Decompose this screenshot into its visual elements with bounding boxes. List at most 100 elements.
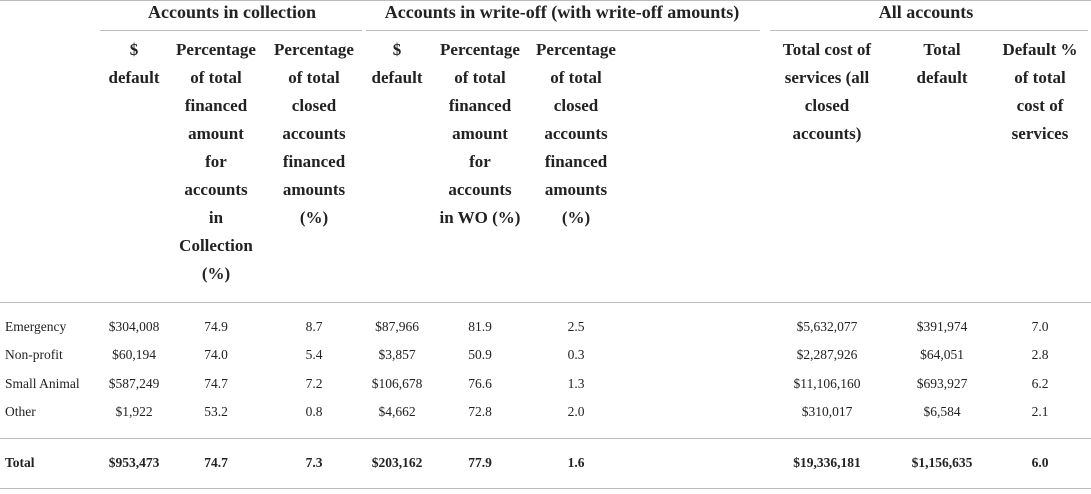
cell: $4,662: [378, 404, 416, 419]
column-header: of total: [550, 68, 602, 87]
column-header: amounts: [282, 180, 346, 199]
cell: $203,162: [371, 455, 423, 470]
column-header: default: [108, 68, 160, 87]
cell: $1,922: [115, 404, 153, 419]
cell: 7.3: [305, 455, 323, 470]
column-header: (%): [201, 264, 231, 283]
column-header: of total: [454, 68, 506, 87]
column-header: amount: [188, 124, 244, 143]
column-header: of total: [190, 68, 242, 87]
rule: [770, 30, 1088, 31]
column-header: financed: [282, 152, 346, 171]
column-header: of total: [288, 68, 340, 87]
rule: [0, 0, 1091, 1]
rule: [100, 30, 362, 31]
column-header: accounts: [282, 124, 346, 143]
column-header: Total: [923, 40, 961, 59]
cell: $310,017: [801, 404, 853, 419]
column-header: (%): [299, 208, 329, 227]
column-header: accounts): [792, 124, 862, 143]
cell: 72.8: [468, 404, 492, 419]
cell: $11,106,160: [793, 376, 861, 391]
column-header: of total: [1014, 68, 1066, 87]
cell: 8.7: [305, 319, 323, 334]
cell: 2.8: [1031, 347, 1049, 362]
cell: 7.0: [1031, 319, 1049, 334]
row-label: Non-profit: [5, 347, 63, 362]
column-header: Percentage: [274, 40, 354, 59]
cell: 0.3: [567, 347, 585, 362]
cell: 81.9: [468, 319, 492, 334]
column-header: financed: [448, 96, 512, 115]
cell: 50.9: [468, 347, 492, 362]
column-header: accounts: [448, 180, 512, 199]
group-header: Accounts in write-off (with write-off am…: [384, 2, 740, 22]
cell: 76.6: [468, 376, 492, 391]
cell: $5,632,077: [796, 319, 858, 334]
cell: $953,473: [108, 455, 160, 470]
cell: $6,584: [923, 404, 961, 419]
column-header: for: [469, 152, 491, 171]
cell: 7.2: [305, 376, 323, 391]
row-label: Emergency: [5, 319, 67, 334]
column-header: (%): [561, 208, 591, 227]
cell: 74.0: [204, 347, 228, 362]
column-header: cost of: [1016, 96, 1064, 115]
cell: $60,194: [112, 347, 156, 362]
cell: 1.6: [567, 455, 585, 470]
column-header: services: [1011, 124, 1069, 143]
column-header: Default %: [1002, 40, 1078, 59]
cell: $64,051: [920, 347, 964, 362]
column-header: in: [208, 208, 224, 227]
cell: $587,249: [108, 376, 160, 391]
cell: 5.4: [305, 347, 323, 362]
cell: $304,008: [108, 319, 160, 334]
cell: 6.2: [1031, 376, 1049, 391]
cell: $1,156,635: [911, 455, 973, 470]
column-header: Percentage: [536, 40, 616, 59]
cell: 2.1: [1031, 404, 1049, 419]
cell: 53.2: [204, 404, 228, 419]
cell: 77.9: [468, 455, 492, 470]
cell: $2,287,926: [796, 347, 858, 362]
column-header: for: [205, 152, 227, 171]
column-header: default: [371, 68, 423, 87]
rule: [0, 438, 1091, 439]
cell: $693,927: [916, 376, 968, 391]
column-header: closed: [553, 96, 599, 115]
row-label: Total: [5, 455, 35, 470]
cell: 2.5: [567, 319, 585, 334]
column-header: amounts: [544, 180, 608, 199]
column-header: $: [129, 40, 139, 59]
column-header: financed: [184, 96, 248, 115]
row-label: Other: [5, 404, 36, 419]
cell: $19,336,181: [793, 455, 861, 470]
column-header: closed: [291, 96, 337, 115]
cell: 74.7: [204, 455, 228, 470]
cell: 0.8: [305, 404, 323, 419]
rule: [0, 302, 1091, 303]
column-header: Total cost of: [782, 40, 872, 59]
column-header: services (all: [784, 68, 870, 87]
column-header: $: [392, 40, 402, 59]
group-header: All accounts: [878, 2, 974, 22]
cell: 6.0: [1031, 455, 1049, 470]
cell: 2.0: [567, 404, 585, 419]
column-header: closed: [804, 96, 850, 115]
cell: $106,678: [371, 376, 423, 391]
cell: 1.3: [567, 376, 585, 391]
rule: [366, 30, 760, 31]
cell: $3,857: [378, 347, 416, 362]
column-header: financed: [544, 152, 608, 171]
column-header: amount: [452, 124, 508, 143]
cell: $87,966: [375, 319, 419, 334]
group-header: Accounts in collection: [148, 2, 316, 22]
column-header: Collection: [179, 236, 253, 255]
rule: [0, 488, 1091, 489]
column-header: accounts: [184, 180, 248, 199]
cell: $391,974: [916, 319, 968, 334]
column-header: default: [916, 68, 968, 87]
column-header: Percentage: [176, 40, 256, 59]
column-header: accounts: [544, 124, 608, 143]
